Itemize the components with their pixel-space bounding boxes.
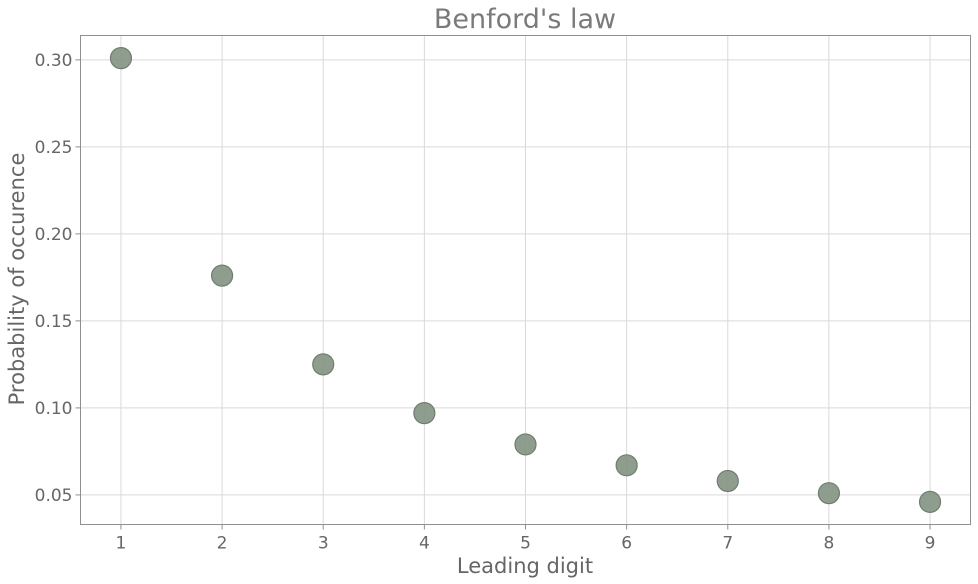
- x-tick-label: 7: [722, 534, 733, 554]
- data-point: [514, 433, 537, 456]
- y-tick-label: 0.10: [35, 399, 73, 419]
- data-point: [716, 469, 739, 493]
- x-tick-label: 1: [116, 534, 127, 554]
- y-tick-label: 0.30: [35, 51, 73, 71]
- data-point: [312, 353, 335, 376]
- data-point: [109, 47, 133, 70]
- x-tick-label: 3: [318, 534, 329, 554]
- x-tick-label: 9: [925, 534, 936, 554]
- x-tick-label: 6: [621, 534, 632, 554]
- x-axis-label: Leading digit: [457, 554, 593, 578]
- data-point: [210, 264, 234, 287]
- data-point: [615, 454, 638, 477]
- y-axis-label: Probability of occurence: [5, 153, 29, 406]
- data-point: [413, 402, 436, 425]
- y-tick-label: 0.25: [35, 138, 73, 158]
- x-tick-label: 4: [419, 534, 430, 554]
- x-tick-label: 5: [520, 534, 531, 554]
- chart-title: Benford's law: [434, 4, 616, 35]
- x-tick-label: 8: [823, 534, 834, 554]
- data-point: [918, 490, 942, 513]
- axis-layer: 1 2 3 4 5 6 7 8 9 0.05 0.10 0.15 0.20 0.25 0.30: [35, 51, 936, 554]
- y-tick-label: 0.15: [35, 312, 73, 332]
- data-point: [817, 482, 841, 505]
- x-tick-label: 2: [217, 534, 228, 554]
- y-tick-label: 0.05: [35, 486, 73, 506]
- plot-frame: [80, 35, 971, 525]
- y-tick-label: 0.20: [35, 225, 73, 245]
- data-points-layer: [109, 47, 942, 513]
